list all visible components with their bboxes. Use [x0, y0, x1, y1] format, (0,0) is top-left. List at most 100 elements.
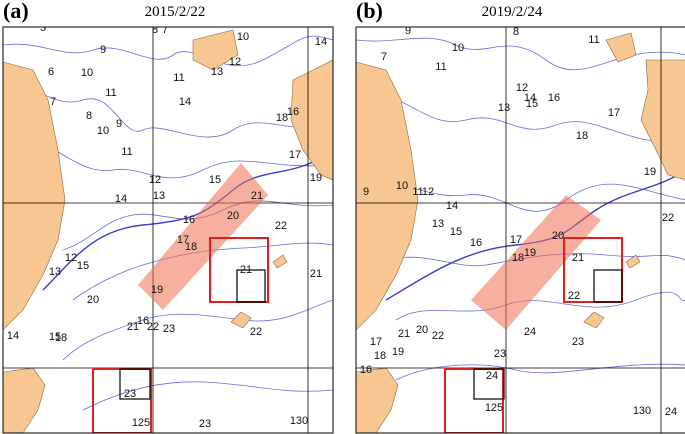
contour-label: 21	[240, 264, 252, 276]
land	[192, 29, 239, 71]
contour-label: 12	[516, 82, 528, 94]
contour-label: 11	[121, 146, 132, 158]
contour-label: 12	[65, 252, 77, 264]
contour-label: 23	[124, 388, 136, 400]
contour-label: 21	[398, 328, 410, 340]
contour-label: 17	[289, 149, 301, 161]
contour-label: 130	[633, 405, 651, 417]
contour-label: 24	[486, 370, 498, 382]
map-frame	[355, 26, 685, 434]
contour-label: 10	[237, 31, 249, 43]
contour-label: 8	[86, 110, 92, 122]
contour-label: 7	[162, 24, 168, 36]
contour-label: 10	[396, 180, 408, 192]
contour	[375, 98, 685, 142]
panel-title: 2019/2/24	[482, 4, 543, 20]
panel-label: (a)	[3, 0, 29, 23]
black-box	[593, 269, 623, 303]
contour	[395, 291, 685, 321]
panel-label: (b)	[356, 0, 383, 23]
land	[640, 59, 685, 181]
contour-label: 6	[48, 66, 54, 78]
contour-label: 15	[209, 174, 221, 186]
contour-label: 20	[416, 324, 428, 336]
land	[625, 254, 641, 269]
contour	[42, 149, 333, 291]
contour-label: 11	[105, 87, 116, 99]
map-frame	[2, 26, 334, 434]
contour-label: 22	[275, 220, 287, 232]
contour-label: 22	[432, 330, 444, 342]
contour	[32, 139, 333, 179]
contour-label: 23	[572, 336, 584, 348]
contour-label: 19	[392, 346, 404, 358]
contour-label: 18	[512, 252, 524, 264]
contour-label: 15	[526, 98, 538, 110]
front-band	[471, 195, 601, 330]
contour-label: 8	[513, 26, 519, 38]
land	[272, 254, 288, 269]
contour-label: 14	[315, 36, 327, 48]
black-box	[119, 368, 151, 400]
contour	[3, 84, 333, 138]
contour-label: 18	[576, 130, 588, 142]
contour-label: 11	[435, 61, 446, 73]
contour	[395, 363, 685, 381]
contour-label: 18	[276, 112, 288, 124]
land	[356, 61, 419, 331]
contour-label: 14	[7, 330, 19, 342]
contour-label: 19	[151, 284, 163, 296]
contour-label: 20	[87, 294, 99, 306]
contour-label: 16	[470, 237, 482, 249]
black-box	[236, 269, 266, 303]
contour-label: 15	[77, 260, 89, 272]
contour-label: 9	[405, 25, 411, 37]
contour-label: 8	[152, 24, 158, 36]
contour-label: 10	[97, 125, 109, 137]
contour-label: 24	[665, 406, 677, 418]
contour-label: 23	[199, 418, 211, 430]
contour-label: 15	[450, 226, 462, 238]
contour-label: 125	[132, 417, 150, 429]
contour-label: 23	[163, 323, 175, 335]
contour-label: 19	[310, 172, 322, 184]
contour-label: 15	[49, 331, 61, 343]
contour-label: 23	[494, 348, 506, 360]
contour-label: 17	[510, 234, 522, 246]
contour-label: 125	[485, 402, 503, 414]
contour-label: 20	[227, 210, 239, 222]
contour-label: 21	[310, 268, 322, 280]
contour-label: 13	[432, 218, 444, 230]
contour-label: 16	[287, 106, 299, 118]
contour-label: 9	[363, 186, 369, 198]
contour-label: 18	[374, 350, 386, 362]
contour-label: 22	[147, 321, 159, 333]
contour-label: 13	[211, 66, 223, 78]
contour-label: 22	[568, 290, 580, 302]
contour-label: 21	[251, 190, 263, 202]
contour-label: 18	[55, 332, 67, 344]
contour-label: 11	[173, 72, 184, 84]
contour-label: 7	[381, 51, 387, 63]
land	[290, 59, 333, 181]
contour-label: 7	[50, 96, 56, 108]
contour-label: 9	[116, 118, 122, 130]
black-box	[473, 368, 505, 400]
contour	[82, 381, 333, 411]
contour-label: 9	[100, 44, 106, 56]
contour	[62, 299, 333, 361]
land	[605, 32, 637, 63]
panel-title: 2015/2/22	[145, 4, 206, 20]
contour-label: 24	[524, 326, 536, 338]
contour-label: 12	[229, 56, 241, 68]
front-band	[138, 163, 268, 310]
contour-label: 21	[572, 252, 584, 264]
contour-label: 18	[185, 241, 197, 253]
contour-label: 12	[422, 186, 434, 198]
land	[583, 311, 605, 329]
